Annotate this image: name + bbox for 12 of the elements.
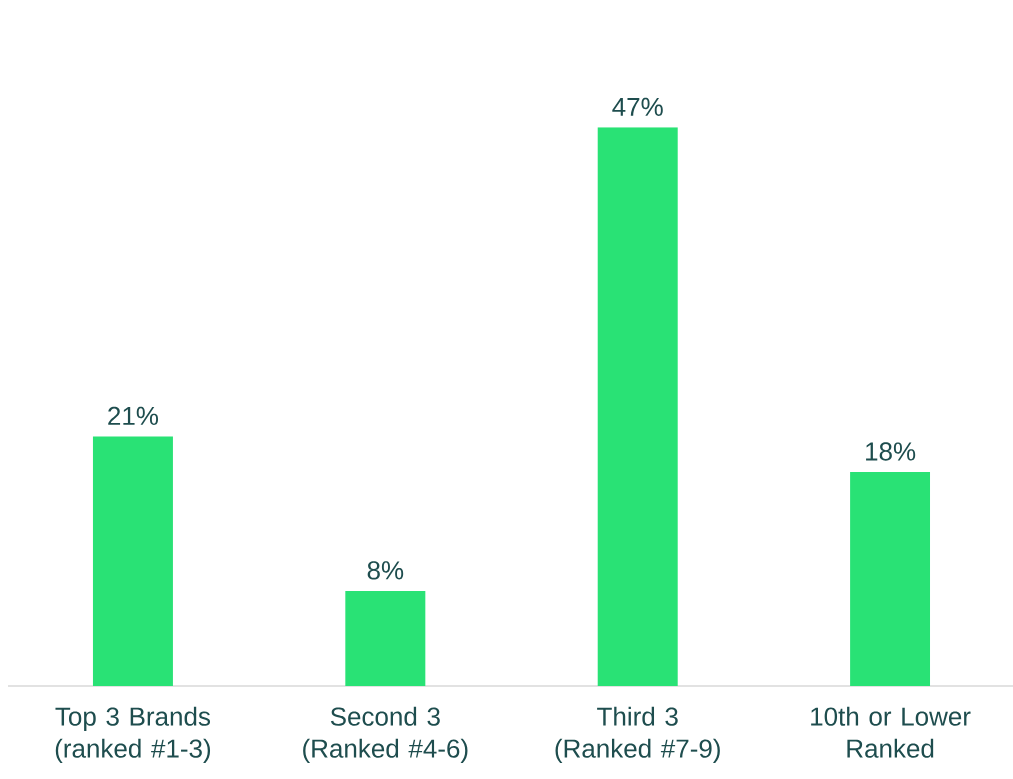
data-label: 18%	[866, 442, 916, 461]
x-tick-label: Top 3 Brands (ranked #1-3)	[55, 706, 211, 763]
bar	[850, 472, 931, 686]
data-label: 47%	[612, 97, 663, 116]
bar	[597, 127, 678, 686]
bar	[92, 436, 173, 686]
x-tick-label: 10th or Lower Ranked	[811, 706, 971, 758]
x-tick-label: Second 3 (Ranked #4-6)	[303, 706, 468, 763]
data-label: 21%	[108, 406, 159, 426]
bar	[345, 590, 426, 686]
data-label: 8%	[367, 561, 404, 580]
x-tick-label: Third 3 (Ranked #7-9)	[555, 706, 720, 763]
